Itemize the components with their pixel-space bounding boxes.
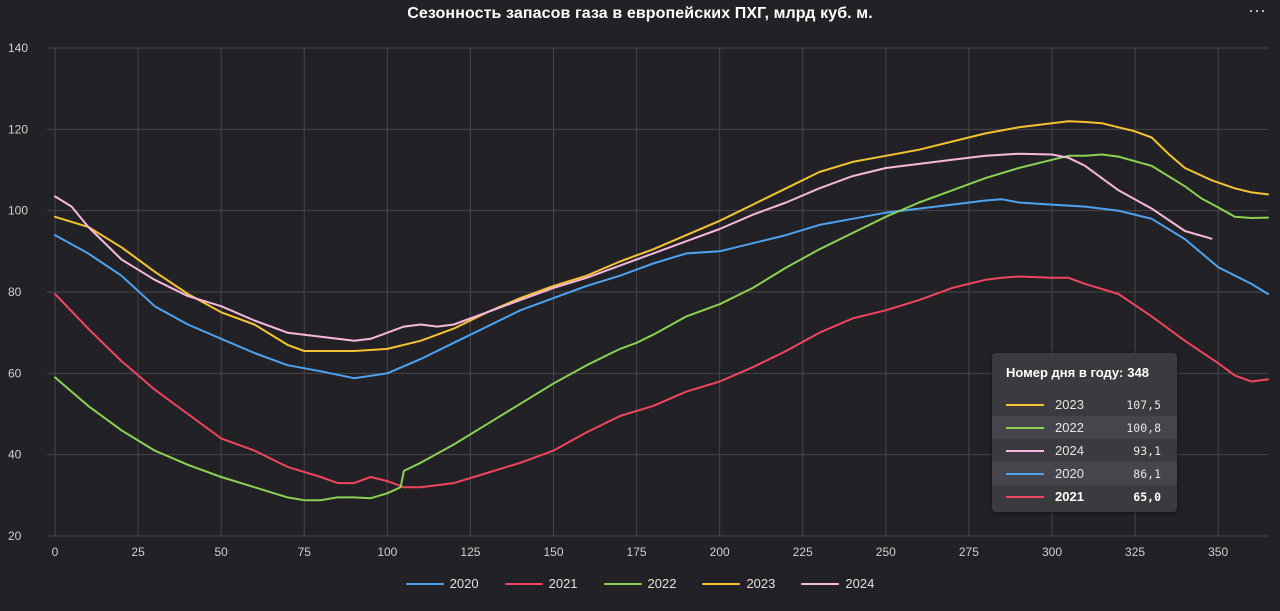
chart-legend: 2020 2021 2022 2023 2024: [0, 576, 1280, 591]
x-tick-label: 150: [543, 545, 563, 559]
tooltip-swatch: [1006, 495, 1044, 498]
x-axis: 0 25 50 75 100 125 150 175 200 225 250 275 300 325 350: [52, 545, 1229, 559]
series-line-2022[interactable]: [54, 153, 1269, 502]
tooltip-swatch: [1006, 449, 1044, 452]
tooltip-day: 348: [1127, 365, 1149, 380]
tooltip-year: 2020: [1055, 466, 1084, 481]
x-tick-label: 100: [377, 545, 397, 559]
x-tick-label: 125: [460, 545, 480, 559]
tooltip-year: 2024: [1055, 443, 1084, 458]
x-tick-label: 325: [1125, 545, 1145, 559]
y-tick-label: 40: [8, 448, 22, 462]
tooltip-swatch: [1006, 472, 1044, 475]
tooltip-row: 2020 86,1: [992, 462, 1177, 485]
tooltip-value: 65,0: [1133, 489, 1161, 504]
x-tick-label: 225: [793, 545, 813, 559]
legend-swatch: [801, 582, 840, 585]
x-tick-label: 0: [52, 545, 59, 559]
y-tick-label: 140: [8, 41, 28, 55]
y-tick-label: 100: [8, 204, 28, 218]
x-tick-label: 275: [959, 545, 979, 559]
tooltip-value: 93,1: [1133, 443, 1161, 458]
tooltip-swatch: [1006, 426, 1044, 429]
tooltip-year: 2023: [1055, 397, 1084, 412]
legend-swatch: [504, 582, 543, 585]
more-horizontal-icon[interactable]: ···: [1248, 0, 1266, 20]
legend-swatch: [603, 582, 642, 585]
legend-label: 2021: [548, 576, 578, 591]
x-tick-label: 350: [1208, 545, 1228, 559]
legend-label: 2020: [449, 576, 479, 591]
x-tick-label: 175: [627, 545, 647, 559]
x-tick-label: 50: [214, 545, 228, 559]
x-tick-label: 75: [298, 545, 312, 559]
series-line-2021[interactable]: [54, 275, 1269, 489]
y-tick-label: 80: [8, 285, 22, 299]
chart-grid: [47, 47, 1268, 537]
chart-title: Сезонность запасов газа в европейских ПХ…: [407, 5, 873, 22]
tooltip-value: 86,1: [1133, 466, 1161, 481]
tooltip-year: 2022: [1055, 420, 1084, 435]
legend-item-2023[interactable]: 2023: [702, 576, 775, 591]
legend-label: 2023: [746, 576, 776, 591]
series-line-2020[interactable]: [54, 198, 1269, 380]
tooltip-header: Номер дня в году: 348: [992, 353, 1177, 393]
y-axis: 20 40 60 80 100 120 140: [8, 41, 28, 543]
tooltip-swatch: [1006, 403, 1044, 406]
legend-item-2024[interactable]: 2024: [801, 576, 874, 591]
legend-item-2022[interactable]: 2022: [603, 576, 677, 591]
tooltip-row: 2022 100,8: [992, 416, 1177, 439]
tooltip-value: 100,8: [1126, 420, 1161, 435]
legend-swatch: [702, 582, 741, 585]
x-tick-label: 25: [131, 545, 145, 559]
tooltip-year: 2021: [1055, 489, 1084, 504]
tooltip-row: 2024 93,1: [992, 439, 1177, 462]
legend-swatch: [405, 582, 444, 585]
tooltip-value: 107,5: [1126, 397, 1161, 412]
series-lines: [54, 120, 1269, 502]
legend-label: 2022: [647, 576, 677, 591]
y-tick-label: 60: [8, 366, 22, 380]
chart-tooltip: Номер дня в году: 348 2023 107,5 2022 100…: [992, 353, 1177, 512]
legend-item-2020[interactable]: 2020: [405, 576, 479, 591]
series-line-2024[interactable]: [54, 152, 1213, 342]
tooltip-label: Номер дня в году:: [1006, 365, 1124, 380]
tooltip-row-highlighted: 2021 65,0: [992, 485, 1177, 508]
tooltip-row: 2023 107,5: [992, 393, 1177, 416]
series-line-2023[interactable]: [54, 120, 1269, 352]
legend-item-2021[interactable]: 2021: [504, 576, 578, 591]
x-tick-label: 200: [710, 545, 730, 559]
legend-label: 2024: [845, 576, 875, 591]
y-tick-label: 120: [8, 122, 28, 136]
x-tick-label: 250: [876, 545, 896, 559]
x-tick-label: 300: [1042, 545, 1062, 559]
y-tick-label: 20: [8, 529, 22, 543]
